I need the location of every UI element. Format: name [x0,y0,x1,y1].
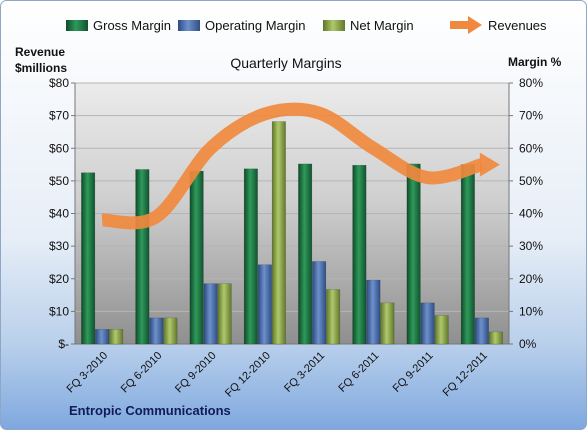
legend-swatch-revenues-arrow [468,16,482,34]
bar-operating-margin [312,261,327,345]
bar-gross-margin [298,163,313,345]
left-tick-label: $20 [49,272,69,286]
right-tick-label: 30% [519,239,543,253]
bar-operating-margin [420,302,435,345]
bar-operating-margin [474,317,489,345]
right-tick-label: 20% [519,272,543,286]
bar-net-margin [163,317,178,345]
revenue-line-arrowhead [479,152,500,177]
left-tick-label: $30 [49,239,69,253]
right-tick-label: 40% [519,207,543,221]
legend-label: Operating Margin [205,18,305,33]
bar-net-margin [217,283,232,345]
bar-gross-margin [135,169,150,345]
bars-group [81,121,503,345]
legend-swatch-gross-margin [66,20,88,31]
left-tick-label: $10 [49,304,69,318]
legend-label: Net Margin [350,18,414,33]
bar-operating-margin [203,283,218,345]
chart-title: Quarterly Margins [230,55,341,71]
chart-footer: Entropic Communications [69,403,231,418]
bar-operating-margin [366,279,381,345]
bar-net-margin [380,302,395,345]
right-tick-label: 70% [519,109,543,123]
legend-label: Gross Margin [93,18,171,33]
bar-gross-margin [81,172,96,345]
bar-operating-margin [257,264,272,345]
bar-gross-margin [406,163,421,345]
revenue-line-group [101,102,500,230]
right-tick-label: 10% [519,304,543,318]
bar-gross-margin [189,170,204,345]
left-axis-ticks: $- $10 $20 $30 $40 $50 $60 $70 $80 [49,76,76,351]
bar-net-margin [488,331,503,345]
bar-gross-margin [243,168,258,345]
left-axis-label-line2: $millions [15,61,67,75]
revenue-line [101,102,484,230]
left-axis-label-line1: Revenue [15,45,65,59]
bar-net-margin [109,329,124,345]
legend-swatch-net-margin [323,20,345,31]
right-axis-ticks: 0% 10% 20% 30% 40% 50% 60% 70% 80% [508,76,543,351]
bar-operating-margin [149,317,164,345]
bar-net-margin [326,289,341,345]
left-tick-label: $70 [49,109,69,123]
left-tick-label: $80 [49,76,69,90]
left-tick-label: $60 [49,141,69,155]
left-tick-label: $40 [49,207,69,221]
bar-operating-margin [95,329,110,345]
right-tick-label: 50% [519,174,543,188]
left-tick-label: $- [58,337,69,351]
right-tick-label: 80% [519,76,543,90]
right-axis-label: Margin % [508,55,562,69]
bar-gross-margin [460,164,475,345]
right-tick-label: 60% [519,141,543,155]
left-tick-label: $50 [49,174,69,188]
bar-gross-margin [352,164,367,345]
legend-label: Revenues [488,18,547,33]
bar-net-margin [434,315,449,345]
bar-net-margin [271,121,286,345]
legend: Gross Margin Operating Margin Net Margin Re… [66,16,547,34]
right-tick-label: 0% [519,337,537,351]
legend-swatch-operating-margin [178,20,200,31]
